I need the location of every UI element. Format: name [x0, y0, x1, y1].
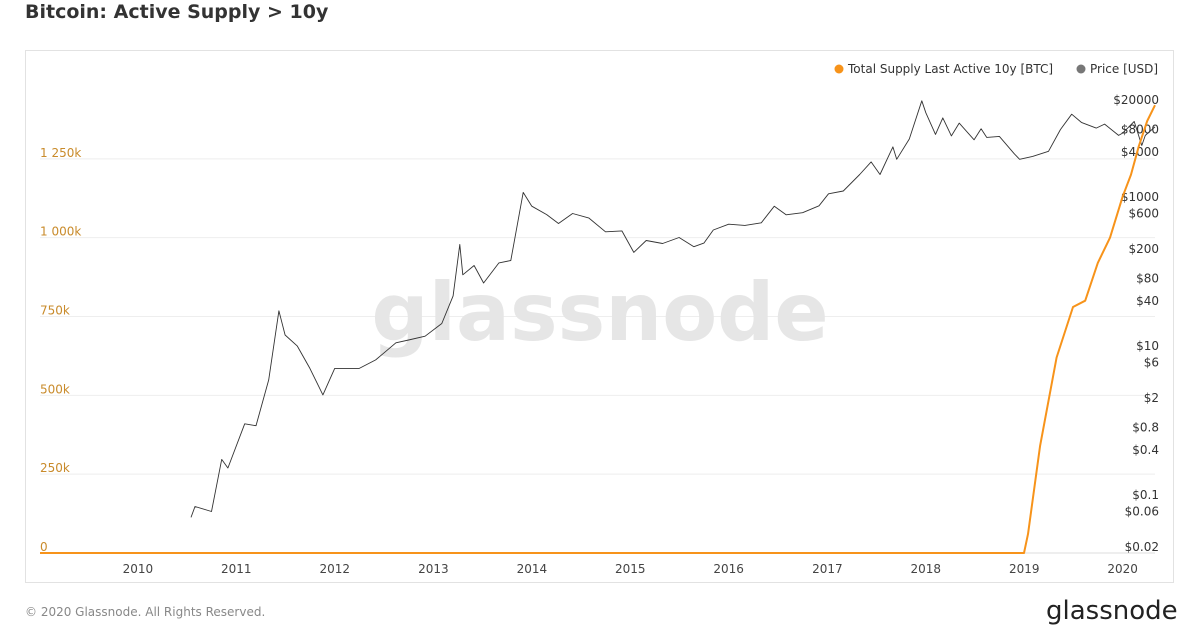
y-left-tick-label: 1 000k [40, 225, 81, 239]
price-line [190, 100, 1156, 518]
legend-label: Price [USD] [1090, 62, 1158, 76]
x-tick-label: 2010 [123, 562, 154, 576]
y-left-tick-label: 500k [40, 382, 70, 396]
y-right-tick-label: $0.1 [1132, 488, 1159, 502]
y-right-tick-label: $200 [1128, 242, 1159, 256]
legend: Total Supply Last Active 10y [BTC] Price … [834, 62, 1159, 76]
legend-label: Total Supply Last Active 10y [BTC] [847, 62, 1053, 76]
series-layer [40, 100, 1156, 554]
y-right-tick-label: $0.06 [1125, 504, 1159, 518]
watermark-logo: glassnode [371, 266, 828, 359]
x-tick-label: 2011 [221, 562, 252, 576]
y-right-tick-label: $10 [1136, 339, 1159, 353]
x-tick-label: 2014 [517, 562, 548, 576]
x-tick-label: 2020 [1107, 562, 1138, 576]
page-title: Bitcoin: Active Supply > 10y [25, 1, 329, 23]
x-tick-label: 2015 [615, 562, 646, 576]
y-right-tick-label: $1000 [1121, 190, 1159, 204]
y-right-tick-label: $6 [1144, 355, 1159, 369]
x-tick-label: 2018 [911, 562, 942, 576]
chart-frame [25, 50, 1174, 583]
x-axis-ticks: 2010 2011 2012 2013 2014 2015 2016 2017 2018 2019… [123, 562, 1138, 576]
footer-copyright: © 2020 Glassnode. All Rights Reserved. [25, 605, 266, 619]
y-right-tick-label: $4000 [1121, 145, 1159, 159]
x-tick-label: 2016 [713, 562, 744, 576]
x-tick-label: 2019 [1009, 562, 1040, 576]
legend-dot [1076, 64, 1086, 74]
footer-logo: glassnode [1046, 596, 1178, 626]
y-left-axis-ticks: 0 250k 500k 750k 1 000k 1 250k [40, 146, 81, 554]
y-right-tick-label: $0.4 [1132, 443, 1159, 457]
x-tick-label: 2012 [319, 562, 350, 576]
y-right-tick-label: $20000 [1113, 93, 1159, 107]
y-left-tick-label: 1 250k [40, 146, 81, 160]
y-right-tick-label: $0.8 [1132, 421, 1159, 435]
y-right-axis-ticks: $0.02 $0.06 $0.1 $0.4 $0.8 $2 $6 $10 $40 $80 $200 $… [1113, 93, 1159, 554]
supply-line [40, 104, 1156, 554]
y-right-tick-label: $600 [1128, 206, 1159, 220]
legend-dot [834, 64, 844, 74]
x-tick-label: 2017 [812, 562, 843, 576]
y-right-tick-label: $2 [1144, 391, 1159, 405]
legend-item-price[interactable]: Price [USD] [1076, 62, 1159, 76]
y-right-tick-label: $80 [1136, 272, 1159, 286]
y-right-tick-label: $40 [1136, 294, 1159, 308]
y-left-tick-label: 750k [40, 304, 70, 318]
y-right-tick-label: $8000 [1121, 123, 1159, 137]
y-left-tick-label: 0 [40, 540, 48, 554]
legend-item-supply[interactable]: Total Supply Last Active 10y [BTC] [834, 62, 1054, 76]
y-right-tick-label: $0.02 [1125, 540, 1159, 554]
y-left-tick-label: 250k [40, 461, 70, 475]
x-tick-label: 2013 [418, 562, 449, 576]
